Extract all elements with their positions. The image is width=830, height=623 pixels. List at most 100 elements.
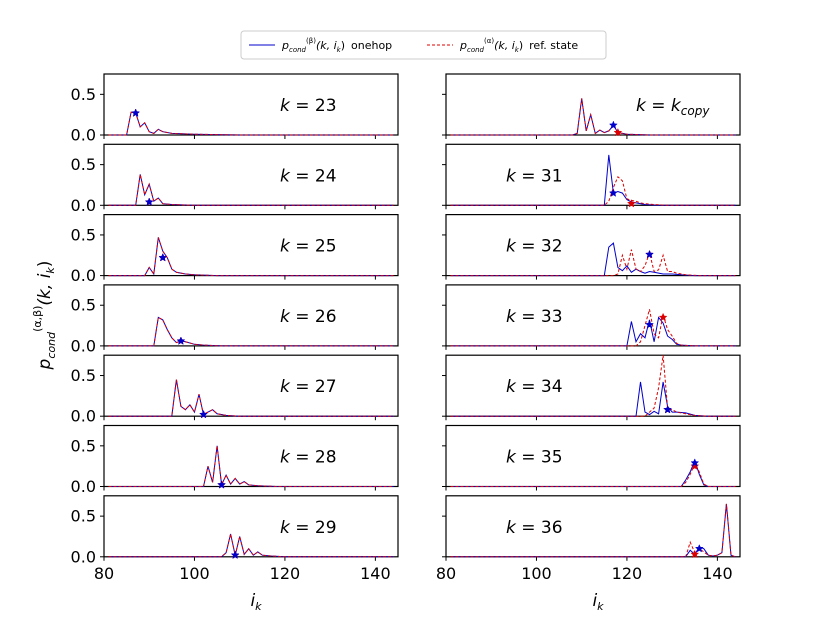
k-label: k = 27	[280, 377, 337, 397]
ref-state-series-k-28	[108, 445, 394, 487]
onehop-marker	[694, 544, 704, 553]
panel-k-35: k = 35	[442, 424, 741, 491]
panel-k-28: 0.0 0.5 k = 28	[71, 424, 399, 496]
y-tick-label: 0.5	[71, 85, 96, 104]
onehop-series-k-32	[450, 242, 736, 277]
onehop-marker	[608, 120, 618, 130]
onehop-marker	[663, 405, 673, 414]
y-tick-label: 0.5	[71, 366, 96, 385]
onehop-marker	[645, 320, 654, 329]
panel-k-31: k = 31	[442, 143, 741, 210]
k-label: k = 23	[280, 96, 337, 116]
ref-state-series-k-36	[450, 503, 736, 558]
onehop-marker	[131, 108, 141, 117]
onehop-series-k-25	[108, 237, 394, 277]
panel-k-27: 0.0 0.5 k = 27	[71, 354, 399, 426]
ref-state-marker	[626, 199, 636, 208]
x-tick-label: 140	[360, 564, 391, 583]
legend-blue-label: pcond(β)(k, ik) onehop	[281, 37, 392, 54]
x-axis-label-left: ik	[250, 591, 262, 613]
k-label: k = 36	[506, 518, 563, 538]
onehop-series-k-33	[450, 316, 736, 347]
ref-state-series-k-23	[108, 111, 394, 136]
panel-k-24: 0.0 0.5 k = 24	[71, 143, 399, 215]
k-label: k = 32	[506, 237, 563, 257]
ref-state-series-k-25	[108, 237, 394, 277]
onehop-series-k-28	[108, 445, 394, 487]
ref-state-series-k-34	[450, 355, 736, 417]
ref-state-series-k-33	[450, 309, 736, 347]
onehop-series-k-26	[108, 316, 394, 347]
x-axis-label-right: ik	[592, 591, 604, 613]
panel-frame	[445, 284, 741, 347]
panel-frame	[103, 354, 399, 417]
onehop-series-k-29	[108, 533, 394, 558]
y-tick-label: 0.0	[71, 407, 96, 426]
onehop-marker	[230, 550, 240, 559]
onehop-marker	[176, 336, 186, 345]
x-tick-label: 120	[612, 564, 643, 583]
panel-k-25: 0.0 0.5 k = 25	[71, 214, 399, 285]
panel-frame	[103, 284, 399, 347]
k-label: k = kcopy	[636, 96, 710, 118]
onehop-series-k-31	[450, 154, 736, 206]
panel-k-29: 0.0 0.5 80 100 120 140 k = 29	[71, 495, 399, 583]
y-tick-label: 0.0	[71, 477, 96, 496]
onehop-marker	[645, 249, 654, 259]
y-tick-label: 0.5	[71, 296, 96, 315]
k-label: k = 28	[280, 448, 337, 468]
legend: pcond(β)(k, ik) onehop pcond(α)(k, ik) ref…	[240, 30, 607, 60]
y-tick-label: 0.5	[71, 436, 96, 455]
panel-k-33: k = 33	[442, 284, 741, 350]
onehop-series-k-23	[108, 111, 394, 136]
onehop-series-k-34	[450, 381, 736, 417]
onehop-marker	[217, 480, 227, 489]
ref-state-series-k-24	[108, 174, 394, 206]
panel-frame	[445, 424, 741, 488]
k-label: k = 33	[506, 307, 563, 327]
panel-k-34: k = 34	[442, 354, 741, 421]
panel-frame	[103, 73, 399, 136]
ref-state-series-k-31	[450, 175, 736, 206]
y-tick-label: 0.0	[71, 126, 96, 145]
x-tick-label: 100	[521, 564, 552, 583]
y-axis-label: pcond(α,β)(k, ik)	[31, 261, 58, 371]
ref-state-marker	[613, 127, 623, 137]
y-tick-label: 0.0	[71, 266, 96, 285]
legend-blue-sup: (β)	[306, 37, 316, 45]
panel-frame	[445, 73, 741, 136]
k-label: k = 24	[280, 166, 337, 186]
panel-frame	[103, 495, 399, 558]
y-tick-label: 0.0	[71, 547, 96, 566]
ref-state-series-k-29	[108, 533, 394, 558]
x-tick-label: 80	[436, 564, 456, 583]
legend-box	[240, 30, 607, 60]
panels: 0.0 0.5 k = 23 k = kcopy 0.0 0.5 k = 24 k = 31 0…	[71, 73, 741, 583]
onehop-marker	[144, 197, 154, 206]
k-label: k = 31	[506, 166, 563, 186]
panel-frame	[445, 354, 741, 417]
x-tick-label: 100	[179, 564, 210, 583]
legend-blue-sub: cond	[289, 46, 307, 54]
k-label: k = 35	[506, 448, 563, 468]
panel-frame	[103, 143, 399, 206]
onehop-series-k-k_copy	[450, 98, 736, 136]
panel-k-32: k = 32	[442, 214, 741, 280]
ref-state-series-k-26	[108, 316, 394, 347]
panel-k-k_copy: k = kcopy	[442, 73, 741, 139]
legend-red-label: pcond(α)(k, ik) ref. state	[459, 37, 578, 54]
ref-state-series-k-32	[450, 249, 736, 277]
ref-state-marker	[690, 549, 700, 559]
ref-state-series-k-27	[108, 379, 394, 417]
y-tick-label: 0.5	[71, 225, 96, 244]
onehop-marker	[158, 253, 168, 262]
y-tick-label: 0.5	[71, 155, 96, 174]
panel-k-36: 80 100 120 140 k = 36	[436, 495, 741, 583]
y-tick-label: 0.5	[71, 507, 96, 526]
onehop-marker	[608, 188, 618, 197]
panel-frame	[103, 424, 399, 488]
ref-state-marker	[690, 461, 700, 470]
panel-k-23: 0.0 0.5 k = 23	[71, 73, 399, 145]
onehop-series-k-27	[108, 379, 394, 417]
